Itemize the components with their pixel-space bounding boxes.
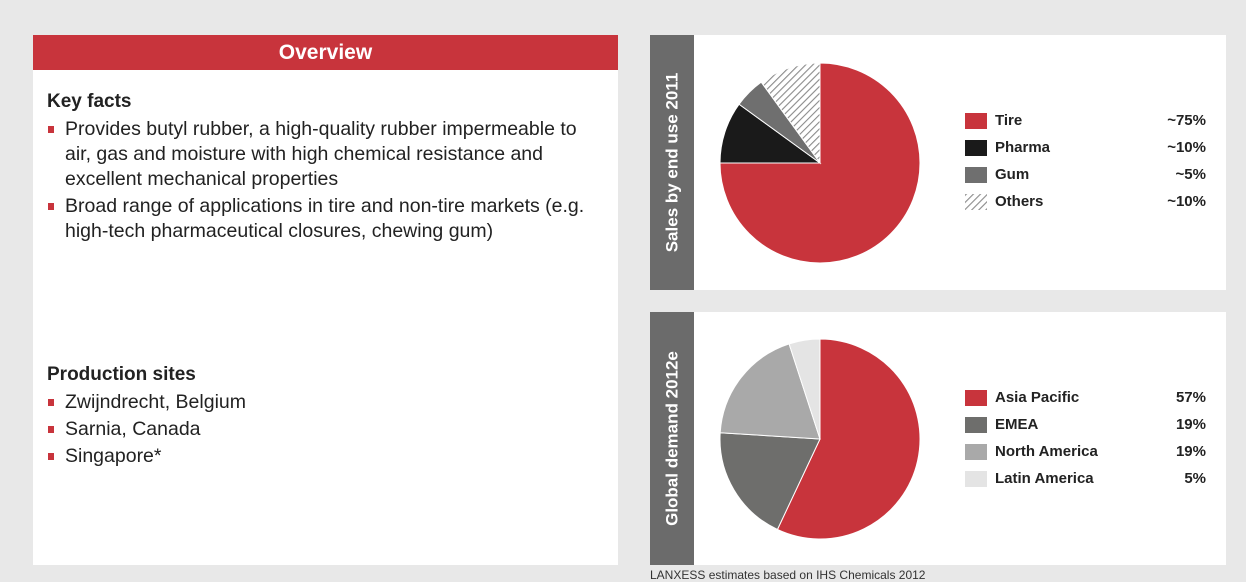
bullet: Broad range of applications in tire and …	[47, 194, 587, 244]
bullet: Singapore*	[47, 444, 587, 469]
pie-slice	[760, 62, 821, 165]
legend-label: EMEA	[995, 416, 1039, 433]
value-label: ~10%	[1167, 193, 1206, 210]
source-note: LANXESS estimates based on IHS Chemicals…	[650, 568, 926, 582]
bullet: Sarnia, Canada	[47, 417, 587, 442]
section-heading: Key facts	[47, 91, 132, 112]
legend-swatch	[965, 390, 987, 406]
legend-swatch	[965, 194, 987, 210]
section-heading: Production sites	[47, 364, 196, 385]
legend-swatch	[965, 113, 987, 129]
production-sites: Production sites Zwijndrecht, Belgium Sa…	[47, 364, 587, 471]
value-label: 5%	[1184, 470, 1206, 487]
title-strip	[650, 35, 694, 290]
chart-title: Global demand 2012e	[662, 351, 681, 526]
value-label: 19%	[1176, 416, 1206, 433]
pie-slice	[776, 338, 921, 540]
legend-label: North America	[995, 443, 1098, 460]
bullet: Provides butyl rubber, a high-quality ru…	[47, 117, 587, 192]
legend-swatch	[965, 167, 987, 183]
pie-slice	[788, 338, 821, 440]
value-label: 57%	[1176, 389, 1206, 406]
value-label: ~5%	[1176, 166, 1206, 183]
value-label: ~10%	[1167, 139, 1206, 156]
value-label: ~75%	[1167, 112, 1206, 129]
legend-label: Asia Pacific	[995, 389, 1079, 406]
legend-swatch	[965, 417, 987, 433]
bullet: Zwijndrecht, Belgium	[47, 390, 587, 415]
legend-swatch	[965, 444, 987, 460]
legend-label: Others	[995, 193, 1043, 210]
legend-swatch	[965, 140, 987, 156]
legend-label: Gum	[995, 166, 1029, 183]
legend-label: Latin America	[995, 470, 1094, 487]
pie-slice	[719, 432, 821, 531]
chart-title: Sales by end use 2011	[662, 73, 681, 253]
overview-panel: Overview Key facts Provides butyl rubber…	[33, 35, 618, 565]
key-facts: Key facts Provides butyl rubber, a high-…	[47, 91, 587, 246]
legend-label: Pharma	[995, 139, 1051, 156]
overview-title: Overview	[33, 35, 618, 70]
legend-label: Tire	[995, 112, 1022, 129]
title-strip	[650, 312, 694, 565]
pie-slice	[719, 343, 821, 440]
legend-swatch	[965, 471, 987, 487]
value-label: 19%	[1176, 443, 1206, 460]
